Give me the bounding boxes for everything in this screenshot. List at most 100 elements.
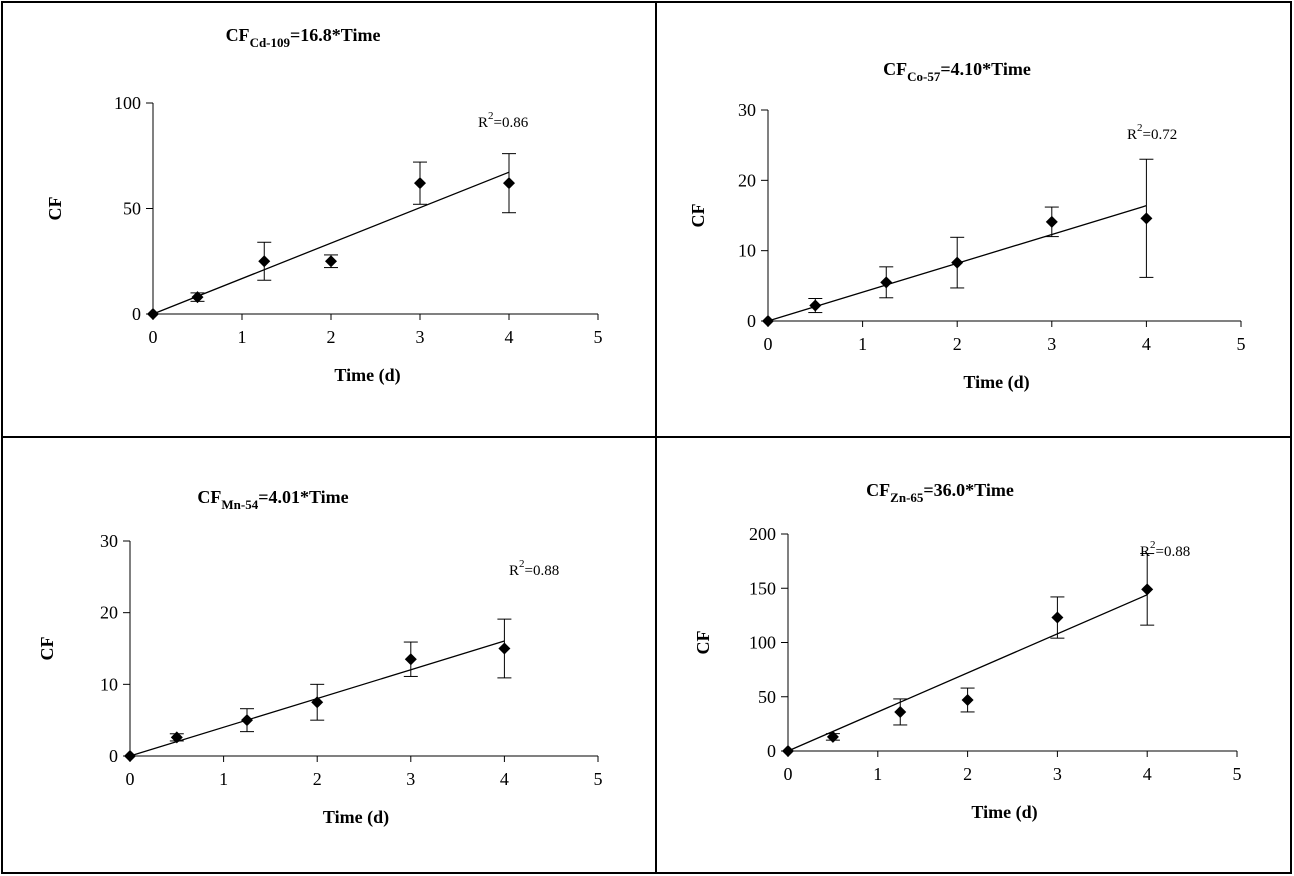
y-axis-title: CF (688, 204, 708, 228)
x-tick-label: 0 (149, 327, 158, 347)
y-axis-title: CF (693, 631, 713, 655)
x-tick-label: 0 (784, 764, 793, 784)
y-tick-label: 100 (114, 93, 141, 113)
x-tick-label: 4 (500, 769, 509, 789)
r-squared-label: R2=0.72 (1127, 122, 1177, 143)
data-point (782, 745, 794, 757)
r-squared-label: R2=0.88 (1140, 539, 1190, 560)
chart-panel-zn65: 0 50 100 150 200 0 1 2 3 4 5 Time (d) CF CFZn-65=36.0… (657, 438, 1294, 875)
x-tick-label: 3 (416, 327, 425, 347)
data-point (191, 291, 204, 304)
y-tick-label: 30 (738, 100, 756, 120)
x-tick-label: 5 (1237, 334, 1246, 354)
chart-title-subscript: Zn-65 (890, 490, 924, 505)
x-tick-label: 1 (238, 327, 247, 347)
chart-title: CFZn-65=36.0*Time (866, 480, 1014, 505)
y-tick-label: 50 (123, 199, 141, 219)
data-point (503, 177, 515, 190)
data-point (311, 696, 324, 709)
chart-title-suffix: =4.01*Time (258, 487, 348, 507)
data-point (147, 308, 159, 320)
chart-title: CFMn-54=4.01*Time (197, 487, 348, 512)
x-tick-label: 3 (1053, 764, 1062, 784)
r-squared-superscript: 2 (1137, 122, 1143, 134)
x-tick-label: 2 (327, 327, 336, 347)
x-axis-title: Time (d) (323, 807, 389, 828)
r-squared-value: =0.88 (1156, 544, 1191, 560)
r-squared-letter: R (1140, 544, 1150, 560)
y-tick-label: 10 (100, 674, 118, 694)
y-tick-label: 20 (100, 603, 118, 623)
chart-title-subscript: Cd-109 (250, 35, 291, 50)
data-point (404, 653, 417, 666)
data-point (826, 730, 839, 743)
x-tick-label: 2 (963, 764, 972, 784)
data-point (1045, 215, 1058, 228)
chart-title-prefix: CF (226, 25, 250, 45)
chart-panel-co57: 0 10 20 30 0 1 2 3 4 5 Time (d) CF CFCo-57=4.10*Time… (657, 3, 1294, 440)
y-axis-title: CF (45, 197, 65, 221)
r-squared-value: =0.72 (1143, 127, 1178, 143)
x-tick-label: 3 (406, 769, 415, 789)
chart-panel-cd109: 0 50 100 0 1 2 3 4 5 Time (d) CF CFCd-109=16.8*Time… (3, 3, 649, 440)
chart-title-prefix: CF (866, 480, 890, 500)
data-point (258, 255, 271, 268)
data-point (170, 731, 183, 744)
data-point (1140, 212, 1153, 225)
regression-line (152, 171, 510, 315)
chart-title-subscript: Co-57 (907, 69, 941, 84)
y-tick-label: 10 (738, 241, 756, 261)
y-tick-label: 0 (767, 741, 776, 761)
x-tick-label: 3 (1047, 334, 1056, 354)
data-point (951, 256, 964, 269)
y-tick-label: 20 (738, 170, 756, 190)
r-squared-superscript: 2 (488, 110, 494, 122)
panel-divider-horizontal (1, 436, 1292, 438)
y-tick-label: 150 (749, 578, 776, 598)
data-point (880, 276, 893, 289)
x-tick-label: 1 (873, 764, 882, 784)
chart-title: CFCo-57=4.10*Time (883, 59, 1031, 84)
r-squared-letter: R (478, 115, 488, 131)
chart-title-suffix: =16.8*Time (290, 25, 380, 45)
data-point (894, 705, 907, 718)
chart-title-subscript: Mn-54 (221, 497, 258, 512)
r-squared-superscript: 2 (519, 558, 525, 570)
chart-title-suffix: =4.10*Time (940, 59, 1030, 79)
r-squared-superscript: 2 (1150, 539, 1156, 551)
y-tick-label: 50 (758, 687, 776, 707)
x-tick-label: 4 (1142, 334, 1151, 354)
chart-title: CFCd-109=16.8*Time (226, 25, 381, 50)
data-point (1051, 611, 1064, 624)
r-squared-letter: R (509, 563, 519, 579)
y-tick-label: 30 (100, 531, 118, 551)
x-tick-label: 4 (1143, 764, 1152, 784)
y-axis-title: CF (37, 637, 57, 661)
x-axis-title: Time (d) (971, 802, 1037, 823)
chart-title-suffix: =36.0*Time (923, 480, 1013, 500)
data-point (124, 750, 136, 762)
data-point (498, 642, 511, 655)
y-tick-label: 100 (749, 633, 776, 653)
x-axis-title: Time (d) (963, 372, 1029, 393)
data-point (414, 177, 426, 190)
regression-line (787, 594, 1148, 752)
x-tick-label: 1 (219, 769, 228, 789)
data-point (961, 694, 974, 707)
y-tick-label: 200 (749, 524, 776, 544)
data-point (241, 714, 253, 727)
chart-panel-mn54: 0 10 20 30 0 1 2 3 4 5 Time (d) CF CFMn-54=4.01*Time… (3, 438, 649, 875)
x-tick-label: 5 (594, 327, 603, 347)
y-tick-label: 0 (132, 304, 141, 324)
y-tick-label: 0 (747, 311, 756, 331)
data-point (325, 255, 337, 268)
x-tick-label: 5 (1233, 764, 1242, 784)
x-tick-label: 2 (953, 334, 962, 354)
y-tick-label: 0 (109, 746, 118, 766)
r-squared-label: R2=0.86 (478, 110, 529, 131)
